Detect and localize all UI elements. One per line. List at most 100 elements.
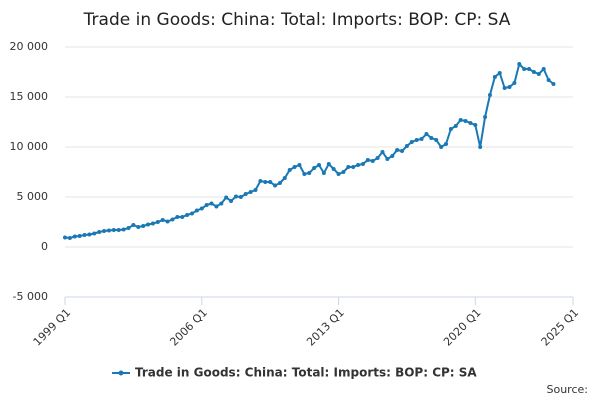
point xyxy=(346,165,351,169)
point xyxy=(229,199,234,203)
point xyxy=(439,145,444,149)
point xyxy=(111,228,116,232)
point xyxy=(180,215,185,219)
point xyxy=(448,127,453,131)
point xyxy=(287,168,292,172)
point xyxy=(541,67,546,71)
point xyxy=(380,150,385,154)
point xyxy=(365,158,370,162)
point xyxy=(527,67,532,71)
point xyxy=(312,166,317,170)
point xyxy=(165,219,170,224)
point xyxy=(512,81,517,85)
point xyxy=(404,144,409,148)
point xyxy=(453,124,458,128)
point xyxy=(141,224,146,228)
point xyxy=(146,222,151,227)
point xyxy=(97,230,102,234)
point xyxy=(502,86,507,90)
point xyxy=(458,118,463,122)
point xyxy=(356,163,361,167)
point xyxy=(385,157,390,161)
y-tick-label: 10 000 xyxy=(10,140,49,153)
x-tick-label: 2025 Q1 xyxy=(539,306,582,349)
point xyxy=(517,62,522,66)
point xyxy=(190,211,194,216)
point xyxy=(233,194,238,199)
point xyxy=(492,75,497,79)
point xyxy=(253,188,258,192)
point xyxy=(87,232,92,237)
point xyxy=(297,163,302,167)
point xyxy=(292,165,297,169)
point xyxy=(243,192,248,196)
point xyxy=(194,208,199,213)
point xyxy=(248,190,253,194)
point xyxy=(72,234,77,239)
point xyxy=(360,162,365,166)
point xyxy=(531,70,536,74)
point xyxy=(497,71,502,75)
point xyxy=(351,165,356,169)
point xyxy=(131,223,136,227)
point xyxy=(150,221,155,226)
point xyxy=(185,213,190,217)
y-tick-label: 5 000 xyxy=(17,190,49,203)
chart-title: Trade in Goods: China: Total: Imports: B… xyxy=(83,10,511,30)
point xyxy=(414,138,419,142)
y-tick-label: 15 000 xyxy=(10,90,49,103)
point xyxy=(155,220,160,224)
point xyxy=(277,181,282,185)
point xyxy=(444,142,448,146)
point xyxy=(478,145,483,149)
point xyxy=(63,235,67,240)
point xyxy=(419,137,424,141)
y-tick-label: 20 000 xyxy=(10,40,49,53)
point xyxy=(268,180,273,184)
point xyxy=(341,170,346,174)
point xyxy=(273,183,278,188)
point xyxy=(468,121,473,125)
point xyxy=(238,195,243,199)
point xyxy=(522,67,527,71)
point xyxy=(409,140,414,144)
point xyxy=(102,229,107,233)
point xyxy=(199,206,204,211)
point xyxy=(400,149,405,153)
point xyxy=(463,119,468,123)
point xyxy=(551,82,556,86)
point xyxy=(507,85,512,89)
point xyxy=(121,227,126,232)
x-tick-label: 2013 Q1 xyxy=(304,306,347,349)
point xyxy=(370,159,375,163)
point xyxy=(317,163,321,167)
point xyxy=(390,154,395,158)
point xyxy=(473,123,478,127)
source: Source: xyxy=(547,383,589,396)
point xyxy=(116,228,121,232)
point xyxy=(326,162,331,166)
point xyxy=(106,228,111,233)
point xyxy=(136,225,141,229)
point xyxy=(336,172,341,176)
point xyxy=(77,234,82,238)
legend-marker xyxy=(118,370,124,376)
point xyxy=(214,204,219,209)
x-tick-label: 1999 Q1 xyxy=(31,306,74,349)
point xyxy=(282,176,287,180)
point xyxy=(395,148,400,152)
x-tick-label: 2020 Q1 xyxy=(441,306,484,349)
y-tick-label: -5 000 xyxy=(13,290,48,303)
point xyxy=(424,132,429,136)
point xyxy=(429,136,434,140)
point xyxy=(483,115,488,119)
point xyxy=(546,78,551,82)
point xyxy=(92,231,97,236)
point xyxy=(321,171,326,175)
point xyxy=(375,156,380,160)
point xyxy=(263,180,268,184)
point xyxy=(175,215,180,219)
point xyxy=(434,138,439,142)
point xyxy=(302,172,307,176)
